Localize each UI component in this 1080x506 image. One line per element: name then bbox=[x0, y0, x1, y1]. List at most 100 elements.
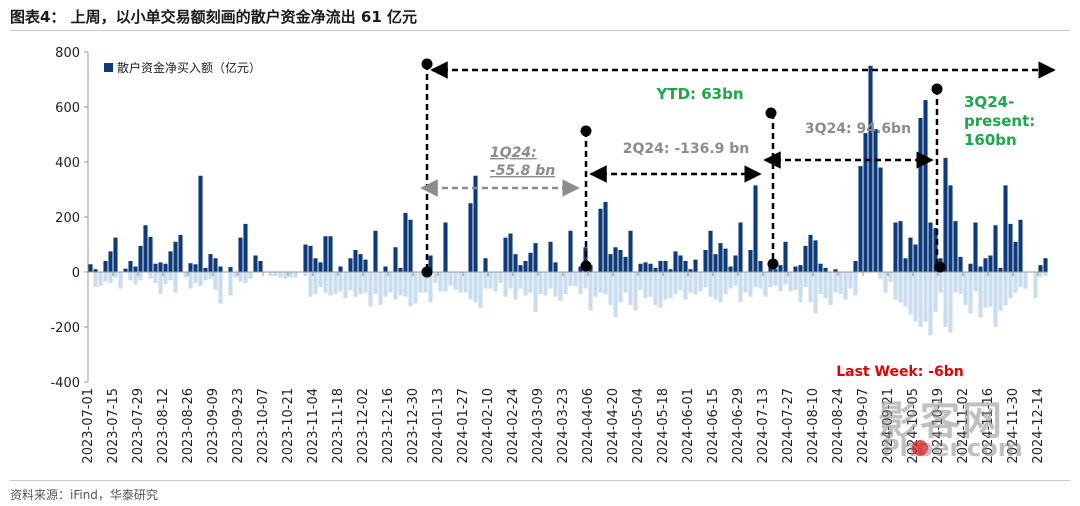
bar-positive bbox=[903, 258, 908, 272]
bar-negative bbox=[853, 272, 858, 296]
bar-positive bbox=[813, 240, 818, 272]
annotation-overlay bbox=[420, 58, 1056, 278]
bar-positive bbox=[518, 265, 523, 272]
bar-negative bbox=[583, 272, 588, 289]
bar-positive bbox=[643, 262, 648, 272]
label-ytd-line: YTD: 63bn bbox=[655, 85, 743, 103]
bar-positive bbox=[638, 263, 643, 272]
x-tick-label: 2023-07-15 bbox=[106, 388, 121, 464]
bar-negative bbox=[818, 272, 823, 294]
bar-positive bbox=[553, 262, 558, 272]
bar-positive bbox=[748, 250, 753, 272]
source-divider bbox=[10, 480, 1070, 481]
y-tick-label: -400 bbox=[50, 376, 80, 391]
bar-negative bbox=[303, 272, 308, 277]
bar-positive bbox=[693, 259, 698, 272]
bar-negative bbox=[903, 272, 908, 307]
bar-negative bbox=[453, 272, 458, 290]
bar-negative bbox=[883, 272, 888, 293]
bar-positive bbox=[93, 269, 98, 272]
x-tick-label: 2024-09-21 bbox=[881, 388, 896, 464]
bar-negative bbox=[553, 272, 558, 297]
bar-negative bbox=[728, 272, 733, 289]
x-tick-label: 2023-11-18 bbox=[331, 388, 346, 464]
bar-positive bbox=[868, 65, 873, 272]
x-tick-label: 2024-08-24 bbox=[831, 388, 846, 464]
bar-negative bbox=[793, 272, 798, 290]
bar-positive bbox=[668, 269, 673, 272]
marker-4q24-top bbox=[931, 83, 943, 95]
bar-positive bbox=[683, 261, 688, 272]
bar-negative bbox=[813, 272, 818, 314]
bar-negative bbox=[623, 272, 628, 293]
bar-negative bbox=[1018, 272, 1023, 288]
bar-negative bbox=[238, 272, 243, 282]
title-divider bbox=[10, 30, 1070, 31]
bar-negative bbox=[648, 272, 653, 297]
bar-positive bbox=[818, 263, 823, 272]
watermark-dot bbox=[912, 440, 928, 456]
label-3q24-present-line: present: bbox=[964, 112, 1035, 130]
label-3q24-present-line: 160bn bbox=[964, 131, 1017, 149]
bar-positive bbox=[993, 225, 998, 272]
x-tick-label: 2023-09-09 bbox=[206, 388, 221, 464]
marker-3q24-top bbox=[765, 107, 777, 119]
label-1q24-line: 1Q24: bbox=[490, 145, 537, 161]
x-tick-label: 2024-03-23 bbox=[556, 388, 571, 464]
x-tick-label: 2023-09-23 bbox=[231, 388, 246, 464]
bar-negative bbox=[373, 272, 378, 294]
bar-positive bbox=[1003, 185, 1008, 272]
bar-negative bbox=[403, 272, 408, 297]
bar-positive bbox=[318, 262, 323, 272]
bar-negative bbox=[658, 272, 663, 308]
marker-4q24-bottom bbox=[934, 261, 946, 273]
bar-positive bbox=[878, 167, 883, 272]
bar-positive bbox=[193, 264, 198, 272]
bar-positive bbox=[138, 245, 143, 272]
bar-negative bbox=[588, 272, 593, 311]
bar-negative bbox=[493, 272, 498, 292]
bar-negative bbox=[483, 272, 488, 289]
bar-negative bbox=[133, 272, 138, 285]
bar-negative bbox=[733, 272, 738, 286]
bar-negative bbox=[663, 272, 668, 300]
bar-positive bbox=[758, 261, 763, 272]
bar-negative bbox=[103, 272, 108, 282]
bar-negative bbox=[463, 272, 468, 293]
bar-negative bbox=[998, 272, 1003, 311]
bar-positive bbox=[833, 269, 838, 272]
bar-negative bbox=[573, 272, 578, 286]
x-tick-label: 2024-05-18 bbox=[656, 388, 671, 464]
bar-negative bbox=[343, 272, 348, 299]
bar-negative bbox=[778, 272, 783, 292]
bar-negative bbox=[333, 272, 338, 294]
bar-positive bbox=[798, 265, 803, 272]
bar-positive bbox=[648, 263, 653, 272]
bar-positive bbox=[1018, 219, 1023, 272]
x-tick-label: 2023-12-02 bbox=[356, 388, 371, 464]
bar-negative bbox=[678, 272, 683, 290]
bar-negative bbox=[973, 272, 978, 292]
bar-positive bbox=[713, 254, 718, 272]
bar-negative bbox=[923, 272, 928, 322]
bar-positive bbox=[1008, 223, 1013, 272]
bar-positive bbox=[723, 248, 728, 272]
bar-positive bbox=[863, 133, 868, 272]
bar-negative bbox=[593, 272, 598, 297]
bar-positive bbox=[913, 244, 918, 272]
bar-negative bbox=[783, 272, 788, 285]
bar-positive bbox=[678, 255, 683, 272]
bar-negative bbox=[383, 272, 388, 297]
bar-negative bbox=[653, 272, 658, 305]
bar-positive bbox=[988, 255, 993, 272]
bar-negative bbox=[418, 272, 423, 293]
x-tick-label: 2024-04-20 bbox=[606, 388, 621, 464]
bar-positive bbox=[513, 254, 518, 272]
bar-positive bbox=[973, 222, 978, 272]
bar-negative bbox=[208, 272, 213, 279]
bar-positive bbox=[688, 269, 693, 272]
bar-negative bbox=[823, 272, 828, 299]
bar-negative bbox=[928, 272, 933, 336]
bar-negative bbox=[798, 272, 803, 303]
